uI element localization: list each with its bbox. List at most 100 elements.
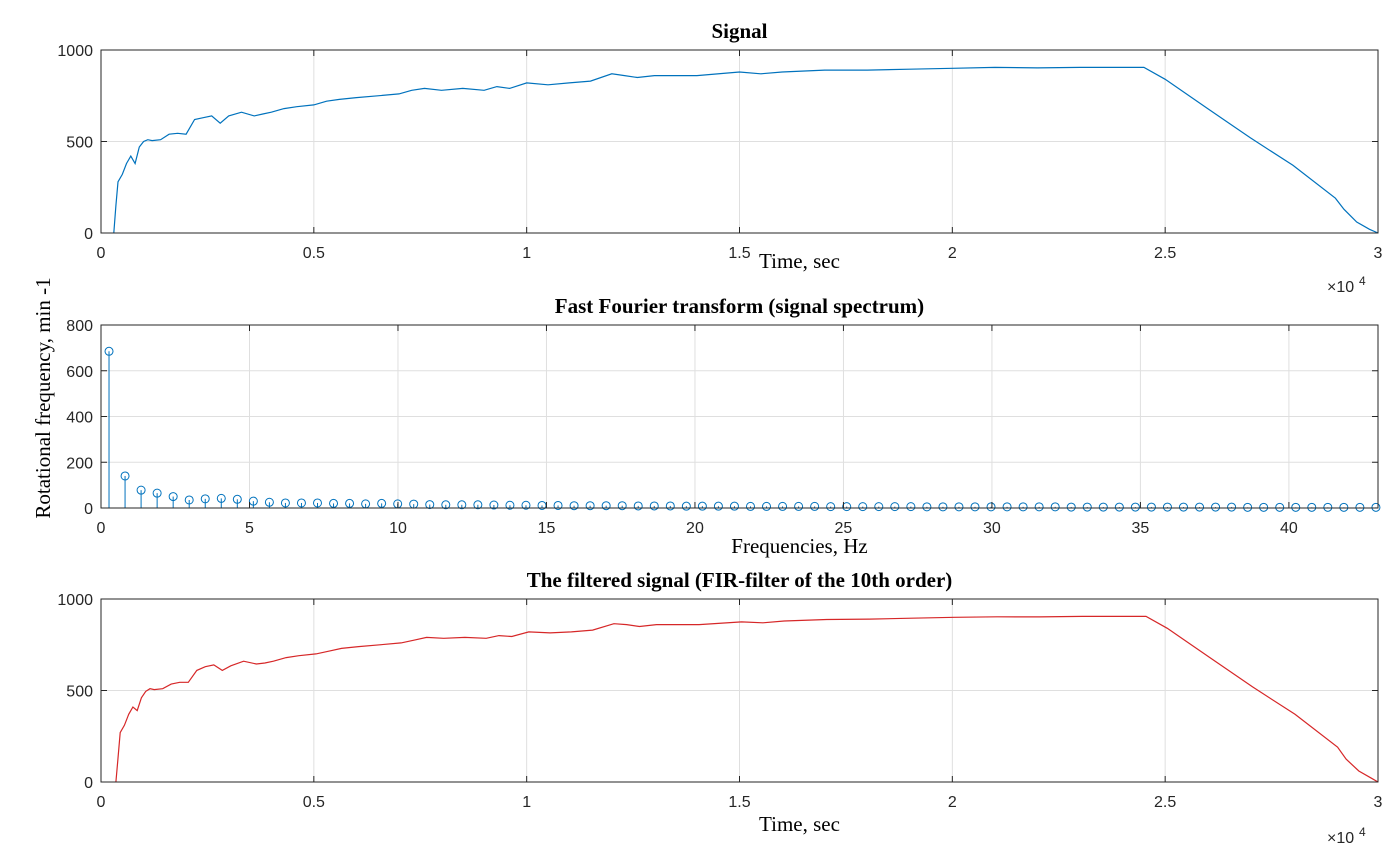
x-tick-label: 40 <box>1280 520 1298 537</box>
stem-marker <box>425 500 435 510</box>
stem-marker <box>938 502 948 512</box>
stem-marker <box>1307 502 1317 512</box>
stem-marker <box>745 501 755 511</box>
stem-marker <box>1162 502 1172 512</box>
y-tick-label: 400 <box>66 410 93 427</box>
stem-marker <box>216 493 226 503</box>
x-tick-label: 1 <box>522 794 531 811</box>
stem-marker <box>248 496 258 506</box>
stem-marker <box>1259 502 1269 512</box>
stem-marker <box>890 502 900 512</box>
x-axis-label: Time, sec <box>759 812 840 836</box>
stem-marker <box>778 501 788 511</box>
stem-marker <box>264 497 274 507</box>
y-tick-label: 0 <box>84 775 93 792</box>
x-tick-label: 3 <box>1374 794 1383 811</box>
stem-marker <box>1211 502 1221 512</box>
stem-marker <box>794 501 804 511</box>
stem-marker <box>826 502 836 512</box>
stem-marker <box>1227 502 1237 512</box>
x-exponent-label: ×10 <box>1327 279 1354 296</box>
stem-marker <box>441 500 451 510</box>
stem-marker <box>1195 502 1205 512</box>
x-tick-label: 10 <box>389 520 407 537</box>
x-exponent-power: 4 <box>1359 825 1366 839</box>
stem-marker <box>665 501 675 511</box>
stem-marker <box>729 501 739 511</box>
stem-marker <box>601 501 611 511</box>
stem-marker <box>168 492 178 502</box>
x-tick-label: 15 <box>538 520 556 537</box>
stem-marker <box>1002 502 1012 512</box>
stem-marker <box>280 498 290 508</box>
stem-marker <box>1082 502 1092 512</box>
stem-marker <box>649 501 659 511</box>
x-tick-label: 2 <box>948 794 957 811</box>
stem-marker <box>1371 502 1381 512</box>
stem-marker <box>617 501 627 511</box>
chart-title: Signal <box>711 19 767 43</box>
stem-marker <box>1243 502 1253 512</box>
x-axis-label: Time, sec <box>759 249 840 273</box>
stem-marker <box>1323 502 1333 512</box>
chart-title: The filtered signal (FIR-filter of the 1… <box>527 568 953 592</box>
y-tick-label: 500 <box>66 135 93 152</box>
stem-marker <box>136 485 146 495</box>
stem-marker <box>1291 502 1301 512</box>
stem-marker <box>1098 502 1108 512</box>
x-tick-label: 1.5 <box>728 794 750 811</box>
stem-marker <box>345 498 355 508</box>
stem-marker <box>553 500 563 510</box>
stem-marker <box>922 502 932 512</box>
x-tick-label: 35 <box>1132 520 1150 537</box>
x-tick-label: 0 <box>97 794 106 811</box>
x-exponent-power: 4 <box>1359 274 1366 288</box>
stem-marker <box>585 501 595 511</box>
stem-marker <box>1130 502 1140 512</box>
x-tick-label: 0 <box>97 245 106 262</box>
stem-marker <box>1339 502 1349 512</box>
stem-marker <box>858 502 868 512</box>
y-tick-label: 1000 <box>57 43 93 60</box>
stem-marker <box>954 502 964 512</box>
x-tick-label: 20 <box>686 520 704 537</box>
x-tick-label: 0 <box>97 520 106 537</box>
stem-marker <box>1275 502 1285 512</box>
x-tick-label: 0.5 <box>303 245 325 262</box>
stem-marker <box>505 500 515 510</box>
x-tick-label: 3 <box>1374 245 1383 262</box>
stem-marker <box>329 498 339 508</box>
stem-marker <box>762 501 772 511</box>
y-tick-label: 0 <box>84 226 93 243</box>
stem-marker <box>713 501 723 511</box>
stem-marker <box>120 471 130 481</box>
axes-1: 0 0.5 1 1.5 2 2.5 3 0 500 1000 Signal Time, sec ×10 4 <box>57 19 1382 296</box>
stem-marker <box>569 501 579 511</box>
x-exponent-label: ×10 <box>1327 830 1354 847</box>
x-tick-label: 2.5 <box>1154 245 1176 262</box>
stem-marker <box>1178 502 1188 512</box>
stem-marker <box>842 502 852 512</box>
stem-marker <box>906 502 916 512</box>
stem-marker <box>1050 502 1060 512</box>
stem-marker <box>473 500 483 510</box>
stem-marker <box>521 500 531 510</box>
stem-marker <box>489 500 499 510</box>
x-tick-label: 5 <box>245 520 254 537</box>
stem-marker <box>681 501 691 511</box>
y-tick-label: 600 <box>66 364 93 381</box>
series-line <box>115 615 1379 783</box>
y-tick-label: 1000 <box>57 592 93 609</box>
stem-marker <box>697 501 707 511</box>
x-tick-label: 25 <box>835 520 853 537</box>
y-tick-label: 0 <box>84 501 93 518</box>
chart-title: Fast Fourier transform (signal spectrum) <box>555 294 924 318</box>
y-tick-label: 500 <box>66 684 93 701</box>
stem-marker <box>874 502 884 512</box>
x-tick-label: 2 <box>948 245 957 262</box>
x-tick-label: 1 <box>522 245 531 262</box>
x-tick-label: 0.5 <box>303 794 325 811</box>
series-line <box>113 66 1379 234</box>
